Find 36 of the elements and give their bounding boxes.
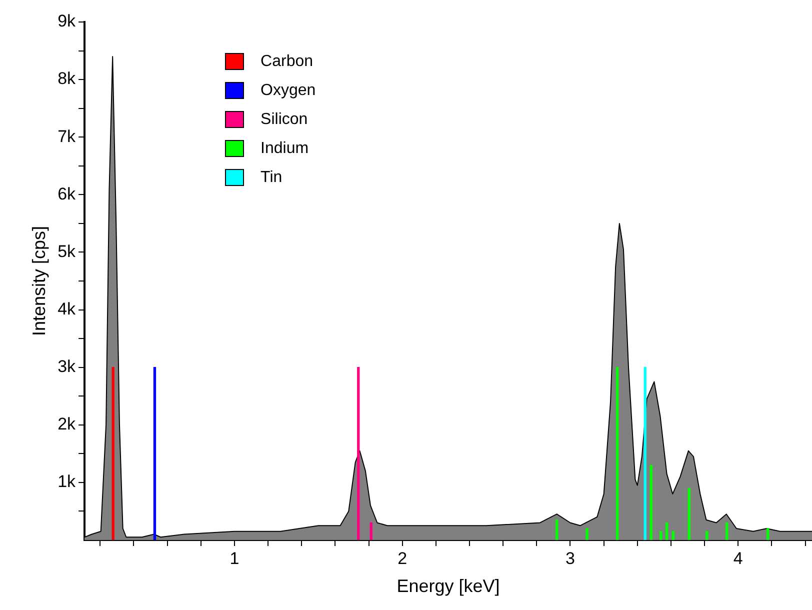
bar: [688, 488, 690, 540]
y-axis-title: Intensity [cps]: [28, 226, 49, 336]
y-tick-label: 3k: [58, 357, 76, 376]
bar: [650, 464, 652, 540]
y-tick-label: 9k: [58, 12, 76, 31]
bar: [616, 367, 619, 540]
bar: [726, 522, 728, 540]
bar: [370, 522, 372, 540]
bar: [644, 367, 646, 540]
y-tick-label: 6k: [58, 184, 76, 204]
bar: [357, 367, 360, 540]
bar: [766, 528, 770, 540]
bar: [555, 520, 558, 540]
legend-label: Indium: [260, 140, 309, 158]
x-tick-label: 3: [566, 548, 575, 568]
bar: [153, 367, 156, 540]
y-tick-label: 8k: [58, 69, 76, 88]
legend-label: Oxygen: [260, 82, 316, 100]
legend-label: Silicon: [260, 110, 308, 128]
y-tick-label: 5k: [58, 242, 76, 261]
x-tick-label: 2: [398, 548, 408, 568]
y-tick-label: 2k: [58, 414, 76, 434]
bar: [672, 531, 674, 540]
bar: [706, 531, 708, 540]
bar: [586, 528, 588, 540]
bar: [660, 531, 662, 540]
x-tick-label: 4: [733, 548, 743, 568]
legend-label: Carbon: [260, 52, 314, 70]
bar: [665, 522, 668, 540]
y-tick-label: 1k: [58, 472, 76, 492]
y-tick-label: 7k: [58, 126, 76, 146]
x-tick-label: 1: [230, 548, 240, 568]
x-axis-title: Energy [keV]: [396, 576, 500, 596]
bar: [112, 367, 114, 540]
legend-label: Tin: [260, 168, 282, 186]
y-tick-label: 4k: [58, 299, 76, 318]
